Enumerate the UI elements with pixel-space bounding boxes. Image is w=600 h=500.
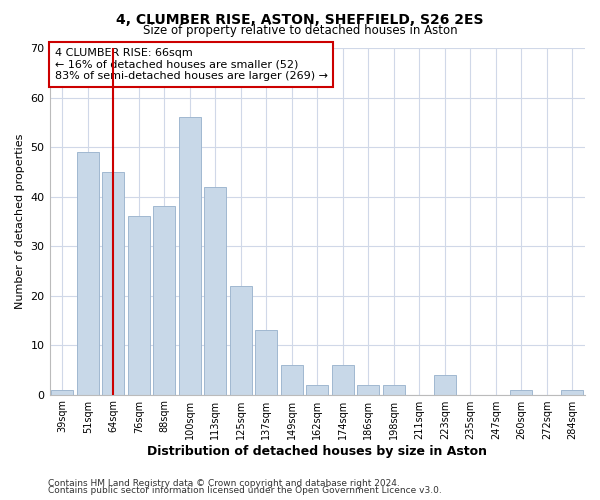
Bar bbox=[103, 172, 124, 394]
Bar bbox=[230, 286, 251, 395]
Bar bbox=[307, 384, 328, 394]
Text: Size of property relative to detached houses in Aston: Size of property relative to detached ho… bbox=[143, 24, 457, 37]
Bar bbox=[154, 206, 175, 394]
Y-axis label: Number of detached properties: Number of detached properties bbox=[15, 134, 25, 309]
Bar bbox=[205, 186, 226, 394]
Bar bbox=[562, 390, 583, 394]
Bar bbox=[256, 330, 277, 394]
Bar bbox=[77, 152, 98, 394]
Bar bbox=[511, 390, 532, 394]
Text: Contains public sector information licensed under the Open Government Licence v3: Contains public sector information licen… bbox=[48, 486, 442, 495]
Bar bbox=[52, 390, 73, 394]
Bar bbox=[434, 375, 455, 394]
Bar bbox=[358, 384, 379, 394]
Text: 4 CLUMBER RISE: 66sqm
← 16% of detached houses are smaller (52)
83% of semi-deta: 4 CLUMBER RISE: 66sqm ← 16% of detached … bbox=[55, 48, 328, 81]
Bar bbox=[179, 118, 200, 394]
Text: 4, CLUMBER RISE, ASTON, SHEFFIELD, S26 2ES: 4, CLUMBER RISE, ASTON, SHEFFIELD, S26 2… bbox=[116, 12, 484, 26]
X-axis label: Distribution of detached houses by size in Aston: Distribution of detached houses by size … bbox=[147, 444, 487, 458]
Bar bbox=[281, 365, 302, 394]
Bar bbox=[383, 384, 404, 394]
Bar bbox=[128, 216, 149, 394]
Bar bbox=[332, 365, 353, 394]
Text: Contains HM Land Registry data © Crown copyright and database right 2024.: Contains HM Land Registry data © Crown c… bbox=[48, 478, 400, 488]
